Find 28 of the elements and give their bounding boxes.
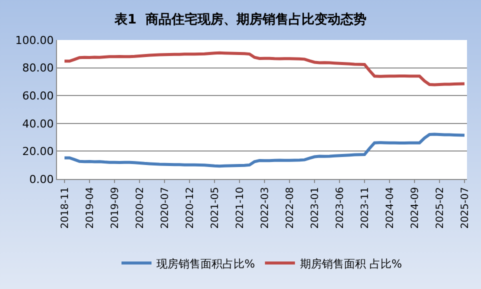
- x-tick-label: 2024-04: [384, 187, 396, 229]
- y-tick-label: 40.00: [22, 117, 54, 130]
- y-tick-label: 80.00: [22, 62, 54, 75]
- x-tick-label: 2021-05: [210, 187, 221, 229]
- x-tick-label: 2020-02: [134, 187, 146, 229]
- chart-title: 表1 商品住宅现房、期房销售占比变动态势: [113, 12, 367, 28]
- x-tick-label: 2020-07: [160, 187, 171, 229]
- y-tick-label: 20.00: [22, 145, 54, 158]
- legend-label: 期房销售面积 占比%: [300, 257, 402, 270]
- x-tick-label: 2023-11: [360, 187, 371, 229]
- x-tick-label: 2023-06: [334, 187, 346, 229]
- legend-label: 现房销售面积占比%: [156, 257, 255, 270]
- x-tick-label: 2022-03: [260, 187, 271, 229]
- x-tick-label: 2021-10: [234, 187, 246, 229]
- x-tick-label: 2019-04: [84, 187, 96, 229]
- x-tick-label: 2019-09: [110, 187, 121, 229]
- y-tick-label: 100.00: [15, 34, 54, 47]
- x-tick-label: 2022-08: [284, 187, 296, 229]
- x-tick-label: 2020-12: [184, 187, 196, 229]
- y-tick-label: 0.00: [29, 172, 54, 186]
- x-tick-label: 2018-11: [60, 187, 71, 229]
- x-tick-label: 2025-02: [434, 187, 446, 229]
- x-tick-label: 2023-01: [310, 187, 321, 229]
- x-tick-label: 2024-09: [410, 187, 421, 229]
- line-series: [63, 51, 466, 86]
- line-series: [63, 132, 466, 168]
- y-tick-label: 60.00: [22, 89, 54, 102]
- x-tick-label: 2025-07: [460, 187, 471, 229]
